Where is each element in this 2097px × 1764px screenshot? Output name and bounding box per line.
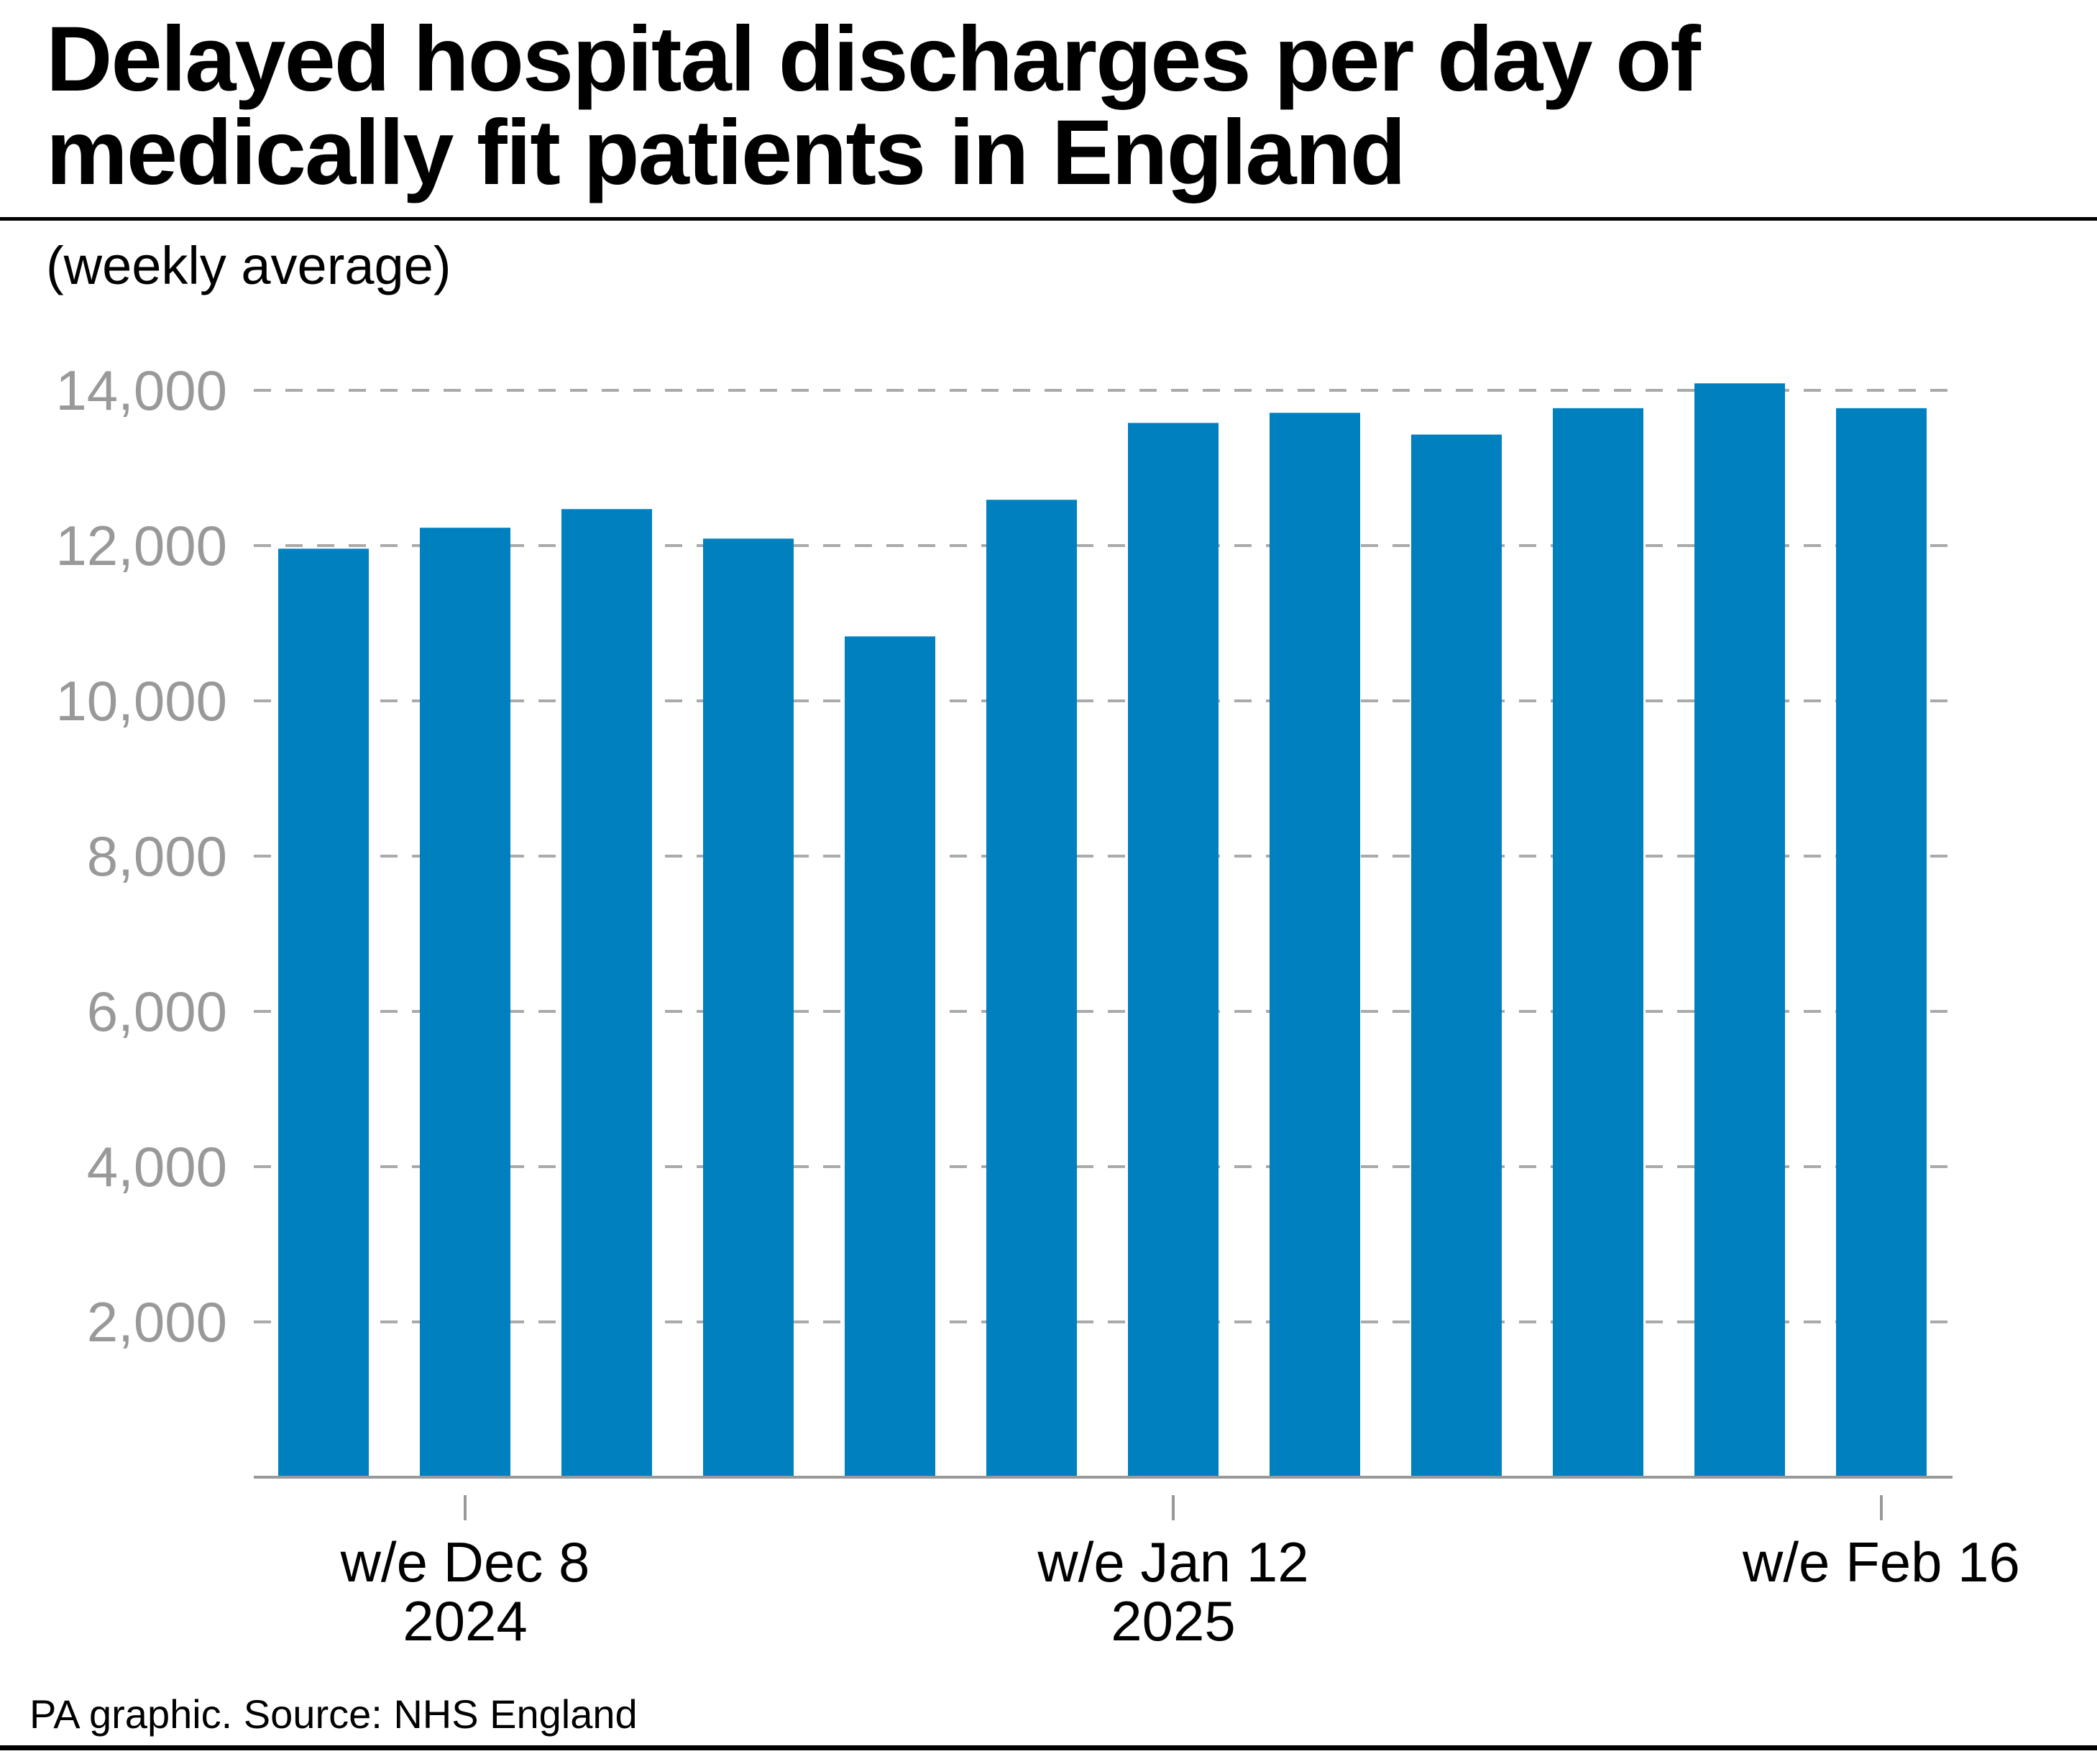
y-tick-label: 10,000 <box>55 669 227 732</box>
footer-divider <box>0 1745 2097 1750</box>
x-tick-year-label: 2024 <box>403 1589 528 1653</box>
bar <box>845 636 935 1477</box>
bar <box>278 548 369 1477</box>
x-tick-label: w/e Dec 8 <box>340 1530 590 1594</box>
chart-subtitle: (weekly average) <box>46 236 451 295</box>
x-tick-label: w/e Feb 16 <box>1742 1530 2020 1594</box>
title-line-1: Delayed hospital discharges per day of <box>46 8 1701 111</box>
bar <box>420 528 510 1478</box>
y-tick-label: 12,000 <box>55 514 227 577</box>
x-tick-year-label: 2025 <box>1111 1589 1236 1653</box>
bar <box>1694 383 1785 1477</box>
y-tick-label: 2,000 <box>87 1290 227 1354</box>
bar <box>1553 408 1643 1477</box>
y-tick-label: 6,000 <box>87 980 227 1043</box>
bar <box>986 500 1077 1477</box>
bar <box>1270 413 1360 1477</box>
title-line-2: medically fit patients in England <box>46 101 1406 204</box>
bar <box>1128 423 1219 1477</box>
title-divider <box>0 217 2097 221</box>
y-tick-label: 14,000 <box>55 359 227 422</box>
source-credit: PA graphic. Source: NHS England <box>29 1691 638 1737</box>
chart-title: Delayed hospital discharges per day of m… <box>46 13 1701 200</box>
bar <box>1836 408 1927 1477</box>
y-tick-label: 8,000 <box>87 824 227 888</box>
bar <box>703 538 794 1477</box>
y-tick-label: 4,000 <box>87 1135 227 1198</box>
bar <box>561 509 652 1477</box>
x-tick-label: w/e Jan 12 <box>1037 1530 1308 1594</box>
bar <box>1411 434 1502 1477</box>
